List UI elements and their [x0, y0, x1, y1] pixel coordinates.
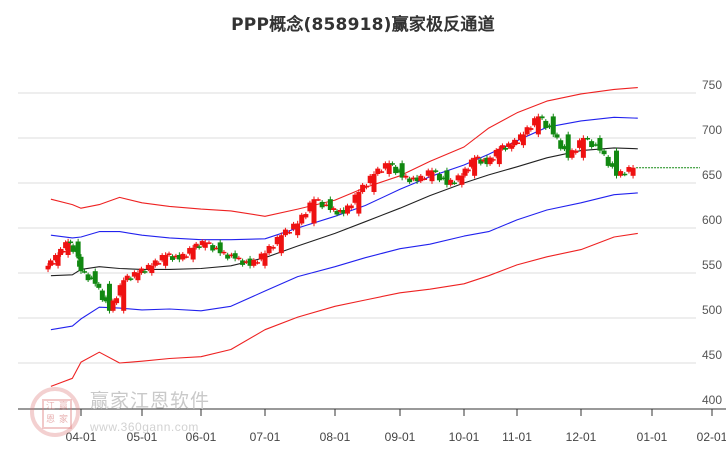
x-tick-label: 07-01	[250, 430, 281, 444]
candle	[75, 241, 81, 257]
candle	[327, 199, 333, 210]
x-tick-label: 02-01	[697, 430, 726, 444]
inner-upper-band-line	[50, 116, 638, 241]
candle	[444, 170, 450, 185]
candlesticks	[45, 113, 636, 314]
logo-char: 赢	[58, 401, 68, 411]
candle	[520, 134, 526, 146]
candle	[459, 175, 465, 185]
candle	[550, 116, 556, 135]
candle	[176, 255, 182, 260]
y-tick-label: 550	[702, 258, 722, 272]
candle	[135, 273, 141, 281]
candle	[190, 247, 196, 260]
candle	[630, 167, 636, 176]
y-tick-label: 500	[702, 303, 722, 317]
logo-char: 家	[58, 414, 68, 424]
x-tick-label: 12-01	[566, 430, 597, 444]
candle	[149, 265, 155, 273]
candle	[371, 174, 377, 192]
candle	[356, 192, 362, 214]
y-tick-label: 400	[702, 393, 722, 407]
channel-bands	[50, 87, 638, 387]
candle	[262, 253, 268, 266]
watermark-logo-icon: 江 赢 恩 家	[30, 387, 80, 437]
candle	[45, 265, 51, 270]
candle	[386, 163, 392, 174]
x-tick-label: 06-01	[186, 430, 217, 444]
candle	[496, 148, 502, 165]
candle	[341, 210, 347, 214]
candle	[580, 138, 586, 158]
grid-lines	[18, 92, 696, 364]
candle	[65, 241, 71, 255]
x-tick-label: 10-01	[449, 430, 480, 444]
y-tick-label: 450	[702, 348, 722, 362]
candle	[295, 223, 301, 236]
candle	[202, 242, 208, 248]
x-tick-label: 01-01	[637, 430, 668, 444]
watermark-text: 赢家江恩软件	[90, 390, 211, 412]
candle	[484, 157, 490, 165]
candle	[429, 170, 435, 182]
y-tick-label: 650	[702, 168, 722, 182]
candle	[121, 280, 127, 311]
candle	[311, 199, 317, 224]
y-tick-label: 750	[702, 78, 722, 92]
mid-line-line	[50, 147, 638, 277]
x-tick-label: 08-01	[320, 430, 351, 444]
candle	[232, 253, 238, 259]
candle	[614, 150, 619, 176]
candle	[278, 235, 284, 254]
x-tick-label: 09-01	[385, 430, 416, 444]
logo-char: 恩	[45, 414, 55, 424]
candle	[597, 138, 603, 151]
logo-char: 江	[45, 401, 55, 411]
outer-upper-band-line	[50, 87, 638, 217]
candle	[55, 255, 61, 266]
chart-title: PPP概念(858918)赢家极反通道	[231, 15, 495, 35]
candle	[106, 283, 112, 311]
x-tick-label: 04-01	[66, 430, 97, 444]
candle	[565, 134, 571, 158]
outer-lower-band-line	[50, 232, 638, 387]
y-axis-labels: 400 450 500 550 600 650 700 750	[702, 78, 722, 407]
x-tick-label: 05-01	[127, 430, 158, 444]
candle	[163, 255, 169, 266]
y-tick-label: 700	[702, 123, 722, 137]
x-axis: 04-01 05-01 06-01 07-01 08-01 09-01 10-01 11-01…	[18, 408, 726, 444]
candle	[92, 271, 98, 284]
candle	[472, 157, 478, 176]
candle	[509, 145, 515, 149]
candle	[217, 242, 223, 254]
candle	[247, 258, 253, 266]
candle	[535, 116, 541, 135]
candle	[78, 256, 84, 272]
watermark-url: www.360gann.com	[90, 420, 199, 434]
candle	[399, 163, 405, 178]
x-tick-label: 11-01	[502, 430, 532, 444]
y-tick-label: 600	[702, 213, 722, 227]
candle	[414, 177, 420, 182]
